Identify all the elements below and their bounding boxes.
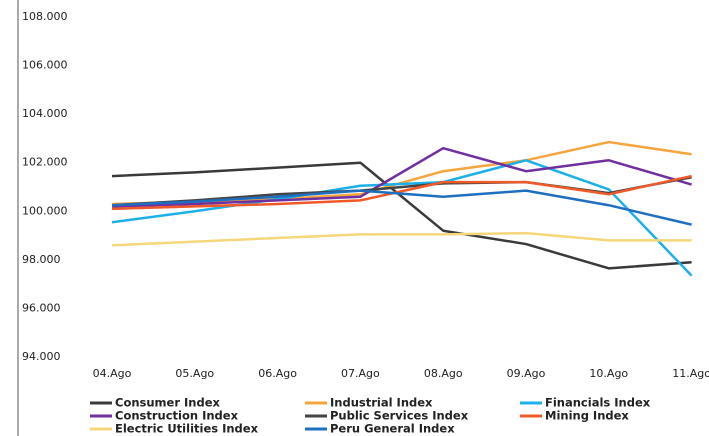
series-line — [111, 231, 692, 247]
x-tick-label: 10.Ago — [589, 367, 628, 380]
legend-label: Public Services Index — [330, 409, 469, 423]
x-tick-label: 09.Ago — [507, 367, 546, 380]
x-tick-label: 05.Ago — [175, 367, 214, 380]
x-tick-label: 06.Ago — [258, 367, 297, 380]
y-tick-label: 102.000 — [22, 156, 68, 169]
legend-label: Industrial Index — [330, 396, 433, 410]
y-tick-label: 108.000 — [22, 10, 68, 23]
series-line — [111, 174, 692, 211]
legend-label: Financials Index — [545, 396, 651, 410]
series-line — [111, 189, 692, 226]
series-line — [111, 146, 692, 208]
y-tick-label: 100.000 — [22, 204, 68, 217]
x-tick-label: 04.Ago — [93, 367, 132, 380]
series-line — [111, 161, 692, 270]
y-tick-label: 96.000 — [22, 301, 61, 314]
y-tick-label: 94.000 — [22, 350, 61, 363]
legend-label: Mining Index — [545, 409, 629, 423]
series-line — [111, 159, 693, 277]
legend-label: Construction Index — [115, 409, 239, 423]
y-tick-label: 106.000 — [22, 59, 68, 72]
legend-label: Electric Utilities Index — [115, 422, 259, 436]
x-tick-label: 07.Ago — [341, 367, 380, 380]
legend-label: Peru General Index — [330, 422, 455, 436]
x-tick-label: 11.Ago — [672, 367, 709, 380]
y-tick-label: 98.000 — [22, 253, 61, 266]
x-tick-label: 08.Ago — [424, 367, 463, 380]
y-tick-label: 104.000 — [22, 107, 68, 120]
legend-label: Consumer Index — [115, 396, 221, 410]
